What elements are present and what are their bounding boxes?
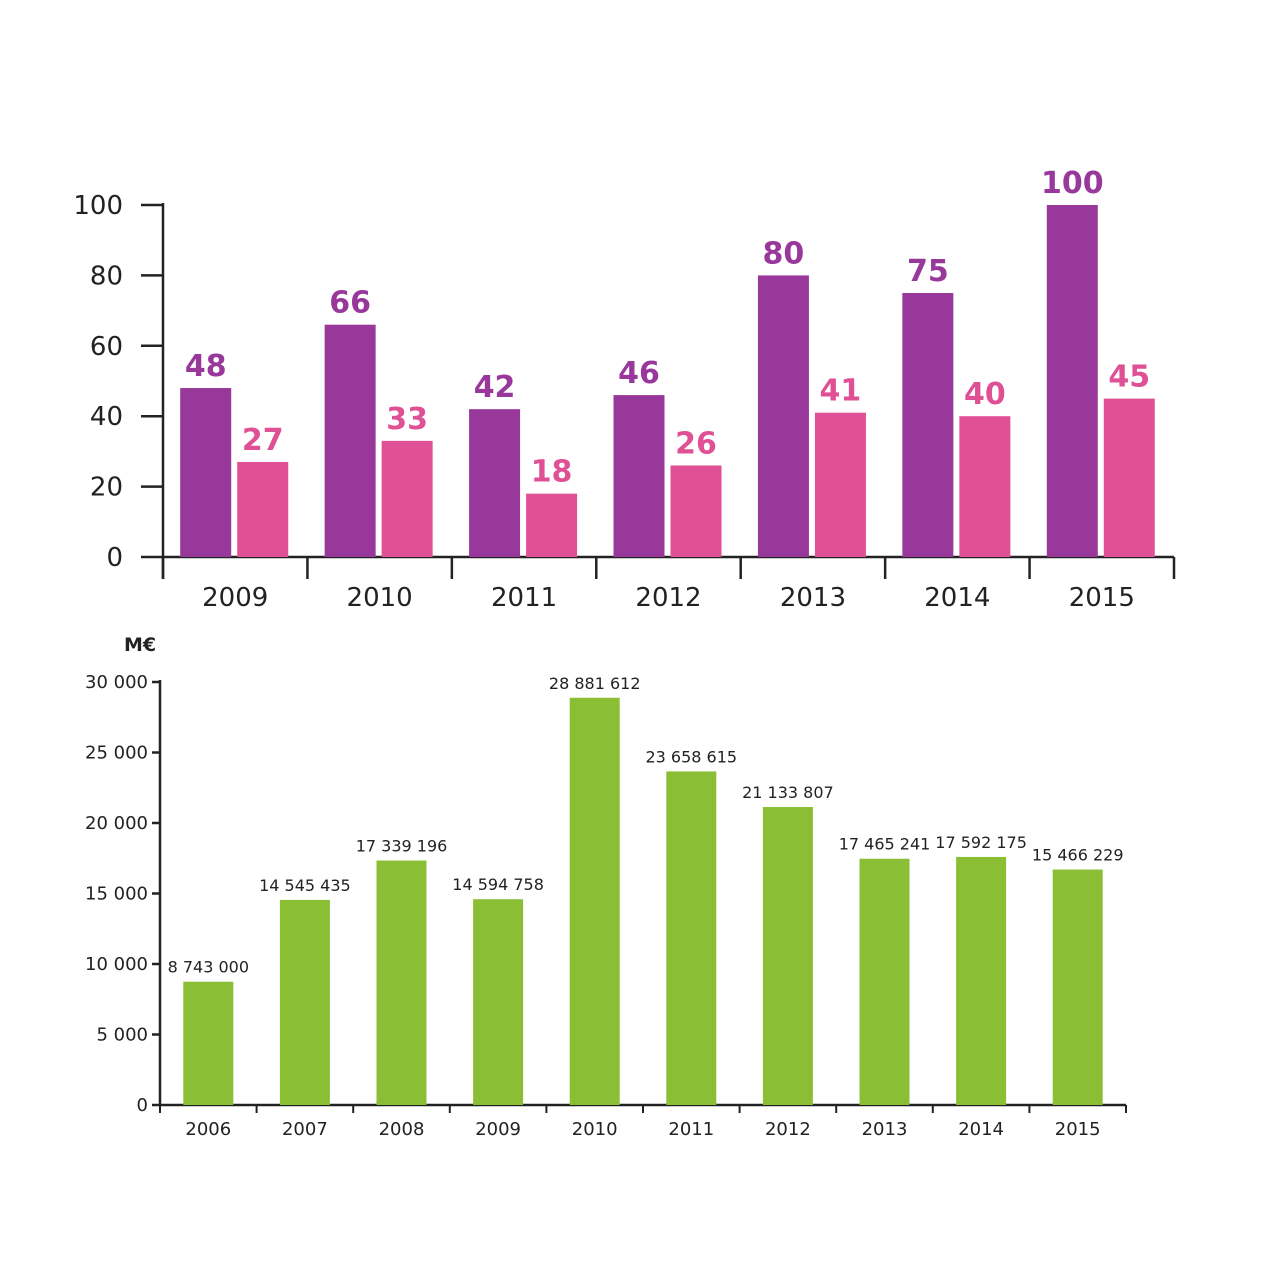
y-tick-label: 60 bbox=[90, 332, 123, 362]
bar-series-b bbox=[814, 412, 866, 557]
data-label-series-a: 66 bbox=[329, 286, 371, 321]
bar-series-a bbox=[180, 388, 232, 557]
data-label-series-b: 40 bbox=[964, 377, 1006, 412]
x-tick-label: 2014 bbox=[958, 1119, 1004, 1140]
bar bbox=[666, 771, 717, 1105]
bar bbox=[956, 856, 1007, 1105]
bar bbox=[183, 981, 234, 1105]
x-tick-label: 2012 bbox=[765, 1119, 811, 1140]
y-tick-label: 30 000 bbox=[85, 672, 148, 693]
data-label: 17 592 175 bbox=[935, 833, 1027, 852]
bar bbox=[859, 858, 910, 1105]
data-label-series-b: 18 bbox=[531, 455, 573, 490]
data-label-series-b: 45 bbox=[1108, 360, 1150, 395]
x-tick-label: 2015 bbox=[1055, 1119, 1101, 1140]
bar-series-a bbox=[324, 324, 376, 557]
x-tick-label: 2007 bbox=[282, 1119, 328, 1140]
bar bbox=[376, 860, 427, 1105]
data-label: 21 133 807 bbox=[742, 783, 834, 802]
x-tick-label: 2009 bbox=[475, 1119, 521, 1140]
x-tick-label: 2009 bbox=[202, 583, 268, 613]
y-tick-label: 5 000 bbox=[96, 1025, 148, 1046]
data-label: 8 743 000 bbox=[168, 958, 249, 977]
x-tick-label: 2010 bbox=[572, 1119, 618, 1140]
x-tick-label: 2013 bbox=[780, 583, 846, 613]
y-tick-label: 0 bbox=[137, 1095, 148, 1116]
x-tick-label: 2011 bbox=[491, 583, 557, 613]
x-tick-label: 2011 bbox=[668, 1119, 714, 1140]
data-label: 15 466 229 bbox=[1032, 846, 1124, 865]
chart-budget: M€ 0 5 000 10 000 15 000 20 000 25 000 30 000 20… bbox=[85, 634, 1127, 1140]
x-tick-label: 2015 bbox=[1069, 583, 1135, 613]
bar bbox=[1052, 869, 1103, 1105]
y-tick-label: 20 bbox=[90, 473, 123, 503]
data-label-series-a: 42 bbox=[474, 370, 516, 405]
bar bbox=[473, 899, 524, 1105]
chart-participants: 0 20 40 60 80 100 2009 48 27 2010 66 33 2011 42 18 2012… bbox=[73, 166, 1176, 613]
data-label-series-b: 26 bbox=[675, 426, 717, 461]
bar bbox=[279, 899, 330, 1105]
data-label: 17 339 196 bbox=[356, 837, 448, 856]
y-tick-label: 15 000 bbox=[85, 884, 148, 905]
bar-series-b bbox=[237, 461, 289, 557]
data-label: 14 594 758 bbox=[452, 875, 544, 894]
x-tick-label: 2010 bbox=[347, 583, 413, 613]
data-label-series-a: 100 bbox=[1041, 166, 1104, 201]
y-axis-unit: M€ bbox=[124, 634, 156, 656]
data-label-series-b: 33 bbox=[386, 402, 428, 437]
y-tick-label: 0 bbox=[106, 543, 123, 573]
y-tick-label: 80 bbox=[90, 261, 123, 291]
data-label-series-b: 27 bbox=[242, 423, 284, 458]
x-tick-label: 2012 bbox=[635, 583, 701, 613]
bar-series-b bbox=[670, 465, 722, 557]
bar bbox=[569, 697, 620, 1105]
bar-series-b bbox=[959, 416, 1011, 557]
data-label-series-a: 46 bbox=[618, 356, 660, 391]
y-tick-label: 100 bbox=[73, 191, 123, 221]
x-tick-label: 2013 bbox=[862, 1119, 908, 1140]
y-tick-label: 10 000 bbox=[85, 954, 148, 975]
data-label: 28 881 612 bbox=[549, 674, 641, 693]
y-tick-label: 40 bbox=[90, 402, 123, 432]
data-label: 14 545 435 bbox=[259, 876, 351, 895]
data-label: 23 658 615 bbox=[645, 747, 737, 766]
data-label-series-a: 80 bbox=[763, 236, 805, 271]
y-tick-label: 25 000 bbox=[85, 743, 148, 764]
bar-series-a bbox=[613, 395, 665, 557]
bar-series-a bbox=[1046, 205, 1098, 557]
x-tick-label: 2008 bbox=[379, 1119, 425, 1140]
bar-series-b bbox=[381, 440, 433, 557]
x-tick-label: 2006 bbox=[185, 1119, 231, 1140]
data-label-series-a: 75 bbox=[907, 254, 949, 289]
bar-series-b bbox=[1103, 398, 1155, 557]
bar-series-a bbox=[469, 409, 521, 557]
bar bbox=[762, 807, 813, 1105]
x-tick-label: 2014 bbox=[924, 583, 990, 613]
bar-series-a bbox=[757, 275, 809, 557]
data-label: 17 465 241 bbox=[839, 835, 931, 854]
bar-series-b bbox=[526, 493, 578, 557]
y-tick-label: 20 000 bbox=[85, 813, 148, 834]
data-label-series-a: 48 bbox=[185, 349, 227, 384]
bar-series-a bbox=[902, 293, 954, 557]
data-label-series-b: 41 bbox=[820, 374, 862, 409]
